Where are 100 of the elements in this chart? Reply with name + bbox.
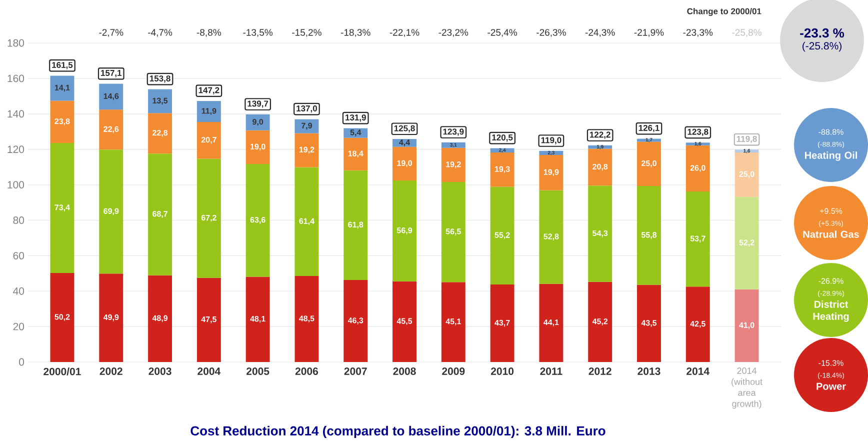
data-label: 22,6 xyxy=(104,126,119,134)
data-label: 53,7 xyxy=(690,236,706,243)
data-label: 4,4 xyxy=(399,140,410,146)
x-tick-label: 2005 xyxy=(246,368,270,375)
text: -25,4% xyxy=(488,29,518,37)
text: Power xyxy=(816,382,846,390)
data-label: 23,8 xyxy=(54,118,70,126)
text: District Heating xyxy=(813,300,849,322)
bar xyxy=(148,89,172,114)
bar xyxy=(246,114,270,130)
total-label: 120,5 xyxy=(492,134,513,142)
bar xyxy=(196,278,221,362)
bar xyxy=(637,142,661,186)
data-label: 9,0 xyxy=(252,118,264,126)
data-label: 56,9 xyxy=(396,228,412,234)
bar xyxy=(637,284,661,362)
bar xyxy=(392,180,416,282)
data-label: 18,4 xyxy=(348,150,364,158)
bar xyxy=(490,186,514,285)
bar xyxy=(441,148,466,182)
data-label: 14,1 xyxy=(54,84,70,92)
text: -25,8% xyxy=(732,29,762,37)
x-tick-label: 2009 xyxy=(442,368,465,375)
data-label: 48,5 xyxy=(299,316,314,322)
bar xyxy=(99,84,124,110)
bar xyxy=(294,119,319,134)
bar xyxy=(246,130,270,164)
data-label: 50,2 xyxy=(54,314,70,321)
text: -8,8% xyxy=(196,29,221,37)
y-tick-label: 60 xyxy=(13,252,24,260)
y-tick-label: 160 xyxy=(8,74,24,82)
bar xyxy=(50,100,74,143)
x-tick-label: 2002 xyxy=(100,368,122,375)
x-tick-label: 2007 xyxy=(344,368,367,375)
data-label: 20,8 xyxy=(592,164,608,171)
y-tick-label: 80 xyxy=(13,216,24,224)
bar xyxy=(441,182,466,282)
data-label: 14,6 xyxy=(104,93,119,100)
bar xyxy=(686,142,710,146)
y-tick-label: 140 xyxy=(8,110,24,118)
bar xyxy=(294,276,319,362)
text: -88.8% xyxy=(818,129,844,135)
bar xyxy=(686,286,710,362)
bar xyxy=(539,155,564,190)
bar xyxy=(392,281,416,362)
data-label: 55,8 xyxy=(641,232,657,239)
x-tick-label: 2008 xyxy=(393,368,416,375)
bar xyxy=(441,142,466,148)
bar xyxy=(148,113,172,154)
bar xyxy=(50,142,74,274)
bar xyxy=(50,76,74,101)
text: -23,2% xyxy=(438,29,468,37)
y-tick-label: 20 xyxy=(13,322,24,330)
bar xyxy=(294,133,319,168)
bar xyxy=(734,150,759,153)
data-label: 41,0 xyxy=(739,322,754,330)
bar xyxy=(246,164,270,277)
data-label: 43,7 xyxy=(494,320,510,327)
x-tick-label: 2004 xyxy=(198,368,221,375)
total-label: 122,2 xyxy=(590,132,610,139)
data-label: 52,2 xyxy=(739,240,754,246)
bar xyxy=(196,158,221,278)
bar xyxy=(637,186,661,285)
data-label: 47,5 xyxy=(201,316,216,324)
bar xyxy=(686,145,710,192)
data-label: 25,0 xyxy=(739,171,754,178)
bar xyxy=(588,186,612,282)
data-label: 54,3 xyxy=(592,230,608,238)
text: -23,3% xyxy=(683,29,713,37)
bar xyxy=(539,190,564,284)
text: Natrual Gas xyxy=(803,230,859,238)
bar xyxy=(294,167,319,276)
data-label: 61,4 xyxy=(299,218,314,226)
data-label: 26,0 xyxy=(690,165,706,172)
text: -26,3% xyxy=(536,29,566,37)
total-label: 157,1 xyxy=(101,70,122,78)
bar xyxy=(99,150,124,274)
text: +9.5% xyxy=(820,208,842,214)
bar xyxy=(344,138,368,170)
text: -2,7% xyxy=(99,29,124,37)
x-tick-label: 2013 xyxy=(638,368,660,375)
data-label: 43,5 xyxy=(641,320,657,327)
data-label: 44,1 xyxy=(544,320,559,326)
bar xyxy=(344,128,368,138)
bar xyxy=(392,146,416,181)
bar xyxy=(246,276,270,362)
data-label: 19,0 xyxy=(250,144,266,151)
data-label: 19,2 xyxy=(299,146,314,154)
x-tick-label: 2010 xyxy=(490,368,514,375)
bar xyxy=(148,154,172,276)
bar xyxy=(588,282,612,362)
data-label: 67,2 xyxy=(201,214,216,222)
total-label: 119,0 xyxy=(541,137,562,144)
bar xyxy=(637,138,661,142)
y-tick-label: 0 xyxy=(19,358,24,366)
bar xyxy=(99,110,124,150)
text: -13,5% xyxy=(243,29,273,37)
data-label: 69,9 xyxy=(104,208,119,216)
bar xyxy=(588,148,612,186)
total-label: 123,9 xyxy=(443,128,464,136)
